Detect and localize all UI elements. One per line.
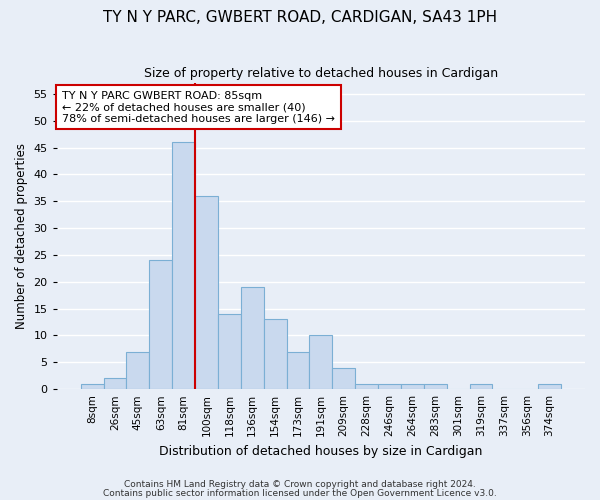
Bar — [218, 314, 241, 389]
Bar — [470, 384, 493, 389]
Text: Contains HM Land Registry data © Crown copyright and database right 2024.: Contains HM Land Registry data © Crown c… — [124, 480, 476, 489]
Bar — [263, 320, 287, 389]
Bar — [287, 352, 310, 389]
Bar — [127, 352, 149, 389]
Bar — [172, 142, 195, 389]
Bar — [310, 336, 332, 389]
X-axis label: Distribution of detached houses by size in Cardigan: Distribution of detached houses by size … — [159, 444, 482, 458]
Title: Size of property relative to detached houses in Cardigan: Size of property relative to detached ho… — [144, 68, 498, 80]
Bar — [81, 384, 104, 389]
Bar — [424, 384, 446, 389]
Bar — [355, 384, 378, 389]
Bar — [195, 196, 218, 389]
Text: TY N Y PARC, GWBERT ROAD, CARDIGAN, SA43 1PH: TY N Y PARC, GWBERT ROAD, CARDIGAN, SA43… — [103, 10, 497, 25]
Bar — [149, 260, 172, 389]
Text: Contains public sector information licensed under the Open Government Licence v3: Contains public sector information licen… — [103, 488, 497, 498]
Bar — [241, 287, 263, 389]
Y-axis label: Number of detached properties: Number of detached properties — [15, 143, 28, 329]
Bar — [538, 384, 561, 389]
Bar — [104, 378, 127, 389]
Bar — [332, 368, 355, 389]
Bar — [378, 384, 401, 389]
Bar — [401, 384, 424, 389]
Text: TY N Y PARC GWBERT ROAD: 85sqm
← 22% of detached houses are smaller (40)
78% of : TY N Y PARC GWBERT ROAD: 85sqm ← 22% of … — [62, 90, 335, 124]
